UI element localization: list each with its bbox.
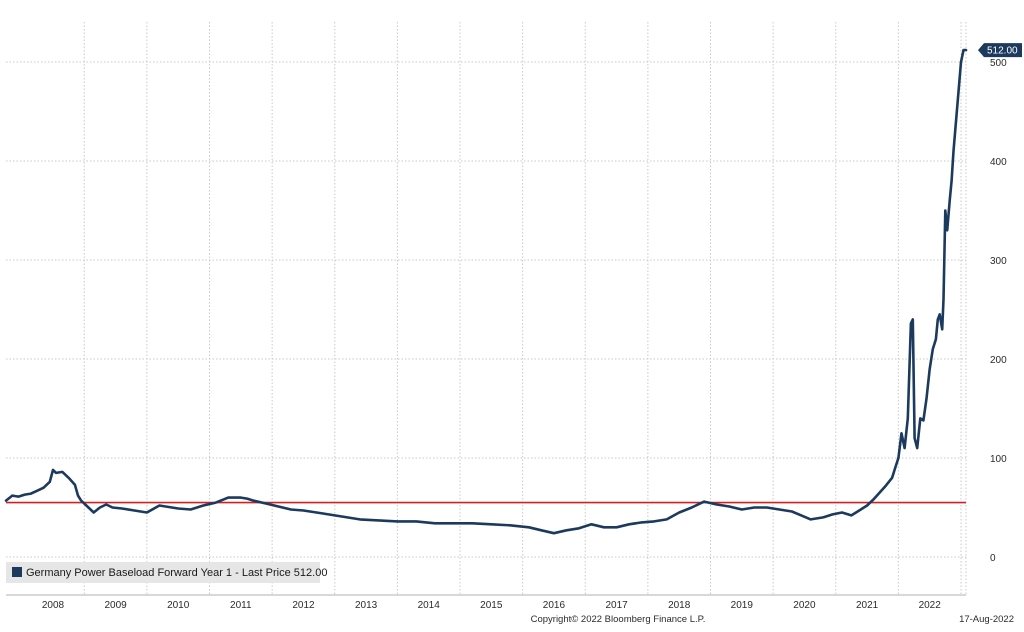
x-tick-label: 2019 [731, 600, 754, 611]
y-tick-label: 400 [990, 157, 1007, 168]
x-tick-label: 2020 [793, 600, 816, 611]
last-value-label-group: 512.00 [978, 43, 1022, 58]
x-tick-label: 2016 [543, 600, 566, 611]
y-tick-label: 200 [990, 355, 1007, 366]
x-tick-label: 2015 [480, 600, 503, 611]
last-value-label-background [978, 43, 1022, 58]
copyright-text: Copyright© 2022 Bloomberg Finance L.P. [531, 614, 706, 625]
y-axis: 0 100 200 300 400 500 [990, 58, 1007, 564]
date-stamp: 17-Aug-2022 [959, 614, 1014, 625]
grid [6, 22, 967, 596]
x-tick-label: 2017 [605, 600, 628, 611]
series-layer [4, 48, 968, 535]
last-value-label: 512.00 [987, 46, 1018, 57]
y-tick-label: 0 [990, 553, 996, 564]
x-tick-label: 2018 [668, 600, 691, 611]
y-tick-label: 300 [990, 256, 1007, 267]
x-tick-label: 2013 [355, 600, 378, 611]
y-tick-label: 100 [990, 454, 1007, 465]
x-axis: 2008 2009 2010 2011 2012 2013 2014 2015 2016 2017… [42, 600, 941, 611]
x-tick-label: 2022 [919, 600, 942, 611]
x-tick-label: 2009 [104, 600, 127, 611]
y-tick-label: 500 [990, 58, 1007, 69]
plot-background [6, 22, 966, 595]
x-tick-label: 2014 [418, 600, 441, 611]
x-tick-label: 2008 [42, 600, 65, 611]
series-line [4, 48, 968, 535]
legend-swatch [12, 567, 22, 577]
x-tick-label: 2012 [292, 600, 315, 611]
x-tick-label: 2011 [230, 600, 252, 611]
x-tick-label: 2010 [167, 600, 190, 611]
x-tick-label: 2021 [856, 600, 879, 611]
legend-label: Germany Power Baseload Forward Year 1 - … [26, 567, 327, 579]
legend: Germany Power Baseload Forward Year 1 - … [6, 562, 327, 583]
legend-background [6, 562, 320, 583]
